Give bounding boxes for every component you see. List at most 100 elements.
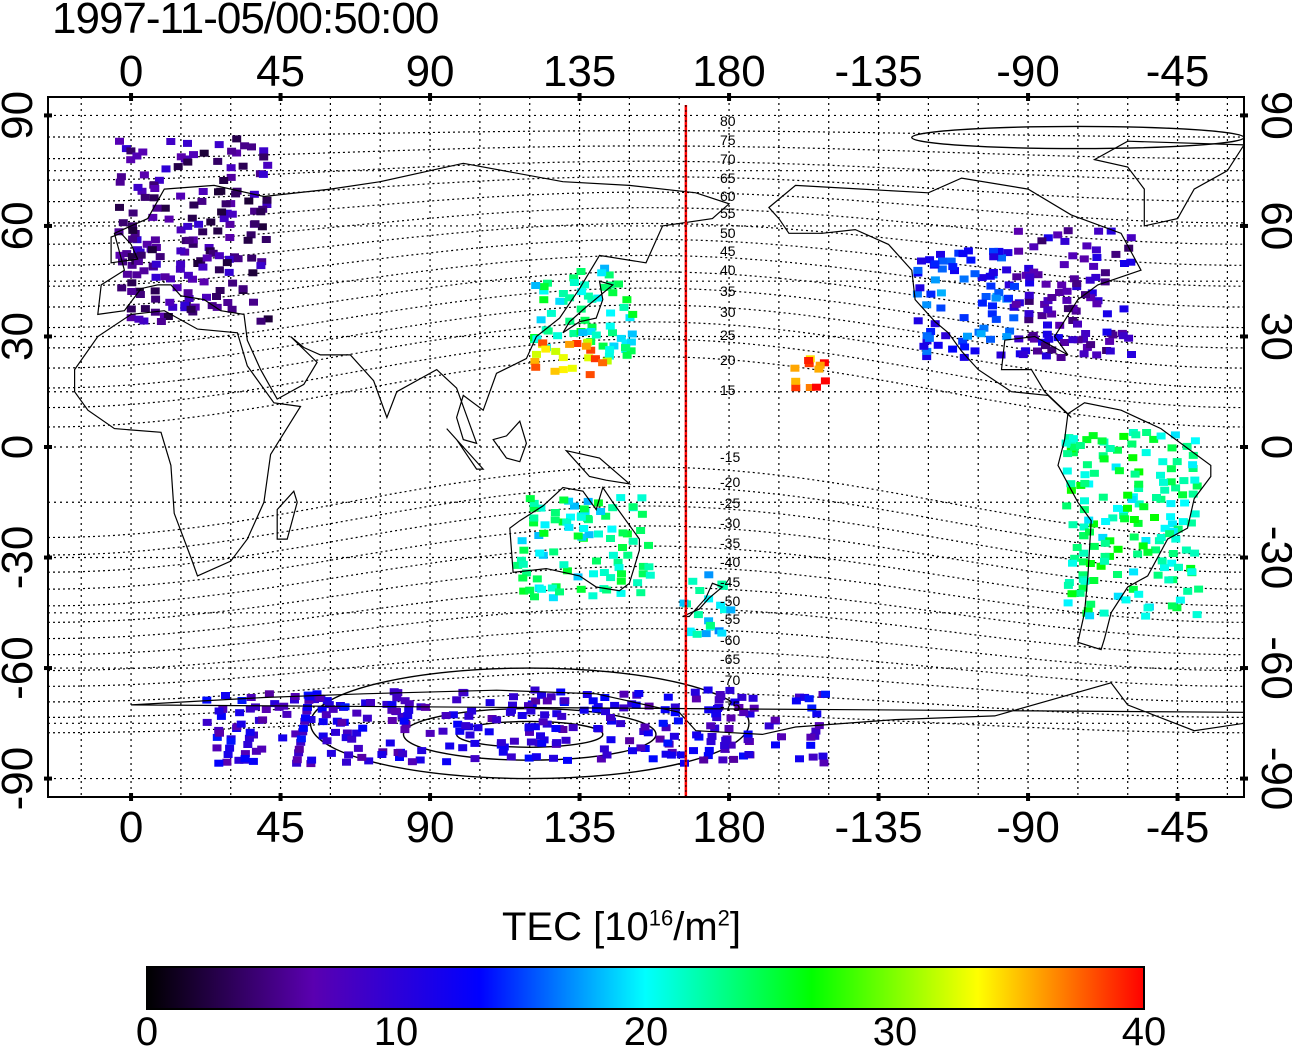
tec-cell	[149, 194, 159, 202]
tec-cell	[1082, 461, 1092, 469]
tec-cell	[234, 756, 244, 764]
tec-cell	[140, 193, 150, 201]
tec-cell	[331, 728, 340, 736]
tec-cell	[214, 252, 224, 260]
tec-cell	[1192, 611, 1202, 619]
top-tick	[727, 93, 732, 101]
tec-cell	[1003, 249, 1013, 257]
tec-cell	[127, 279, 137, 287]
colorbar-title-suffix: ]	[729, 905, 742, 949]
tec-cell	[1080, 497, 1089, 505]
tec-cell	[536, 732, 545, 740]
tec-cell	[616, 720, 626, 728]
tec-cell	[1180, 499, 1190, 507]
tec-cell	[963, 247, 973, 255]
tec-cell	[484, 728, 494, 736]
tec-cell	[215, 287, 225, 294]
tec-cell	[795, 693, 804, 701]
tec-cell	[701, 630, 711, 638]
tec-cell	[529, 519, 539, 527]
tec-cell	[690, 688, 700, 696]
tec-cell	[588, 592, 598, 600]
tec-cell	[568, 724, 578, 732]
tec-cell	[991, 315, 1001, 323]
tec-cell	[347, 735, 357, 743]
tec-cell	[258, 170, 268, 178]
tec-cell	[1092, 300, 1102, 308]
tec-cell	[1192, 482, 1202, 490]
tec-cell	[385, 739, 395, 747]
tec-cell	[948, 263, 958, 271]
tec-cell	[1127, 496, 1137, 503]
tec-cell	[1053, 334, 1063, 342]
tec-cell	[1105, 347, 1115, 355]
tec-cell	[805, 384, 815, 391]
tec-cell	[256, 262, 266, 270]
coastline-newguinea	[564, 449, 632, 485]
tec-cell	[926, 290, 936, 298]
tec-cell	[605, 281, 615, 289]
tec-cell	[117, 284, 127, 292]
tec-cell	[552, 739, 562, 747]
tec-cell	[470, 755, 480, 763]
tec-cell	[1011, 300, 1021, 308]
lat-label-left: -60	[0, 636, 42, 700]
tec-cell	[795, 755, 804, 763]
top-tick	[876, 93, 881, 101]
bottom-tick	[278, 793, 283, 801]
mag-lat-label: -55	[720, 611, 740, 627]
tec-cell	[318, 732, 328, 740]
tec-cell	[525, 495, 535, 503]
tec-cell	[584, 531, 594, 539]
tec-cell	[669, 732, 679, 740]
tec-cell	[1004, 294, 1013, 302]
tec-cell	[770, 716, 780, 724]
tec-cell	[643, 729, 653, 737]
tec-cell	[634, 690, 644, 697]
mag-lat-label: 70	[720, 151, 736, 167]
tec-cell	[246, 231, 256, 239]
mag-lat-label: 50	[720, 225, 736, 241]
tec-cell	[400, 726, 410, 734]
tec-cell	[1002, 333, 1012, 341]
tec-cell	[1126, 258, 1136, 266]
tec-cell	[382, 700, 392, 708]
tec-cell	[1070, 443, 1079, 451]
tec-cell	[377, 751, 387, 758]
tec-cell	[526, 738, 536, 746]
tec-cell	[661, 724, 671, 732]
tec-cell	[593, 725, 603, 732]
tec-cell	[328, 705, 338, 713]
top-tick	[1026, 93, 1031, 101]
tec-cell	[597, 269, 607, 277]
tec-cell	[251, 747, 261, 755]
tec-cell	[1141, 537, 1151, 544]
left-tick	[44, 113, 52, 118]
tec-cell	[1073, 320, 1082, 328]
tec-cell	[1037, 237, 1047, 245]
mag-lat-label: -15	[720, 449, 740, 465]
top-tick	[278, 93, 283, 101]
tec-cell	[912, 290, 922, 298]
tec-cell	[176, 247, 186, 255]
tec-cell	[537, 585, 547, 593]
coastline-namerica	[768, 177, 1142, 418]
tec-cell	[232, 149, 242, 157]
lon-label-bottom: 45	[256, 803, 305, 852]
tec-cell	[259, 147, 269, 155]
tec-cell	[1134, 485, 1144, 492]
tec-cell	[730, 698, 740, 706]
mag-lat-label: -60	[720, 632, 740, 648]
tec-cell	[1085, 276, 1095, 284]
tec-cell	[403, 712, 413, 720]
tec-cell	[1024, 291, 1034, 299]
tec-cell	[1128, 454, 1138, 462]
south-pole-contour	[309, 667, 750, 780]
tec-cell	[326, 749, 336, 757]
tec-cell	[310, 696, 319, 704]
tec-cell	[596, 508, 606, 515]
tec-cell	[184, 236, 194, 244]
tec-cell	[705, 621, 715, 629]
tec-cell	[573, 532, 583, 540]
tec-cell	[150, 185, 160, 192]
